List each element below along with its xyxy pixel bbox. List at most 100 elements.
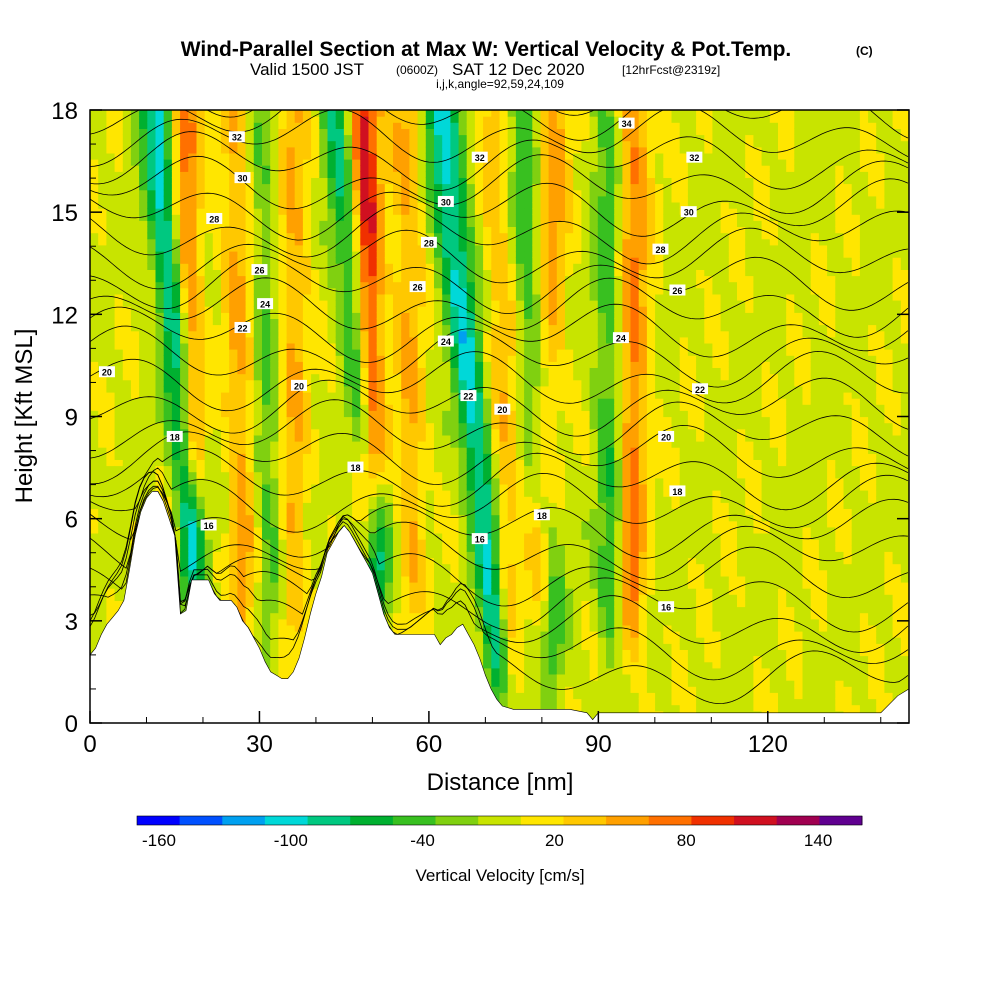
velocity-cell xyxy=(114,324,124,332)
velocity-cell xyxy=(327,324,337,332)
velocity-cell xyxy=(335,404,345,411)
velocity-cell xyxy=(237,612,247,620)
velocity-cell xyxy=(122,441,132,448)
velocity-cell xyxy=(286,545,296,552)
velocity-cell xyxy=(171,324,181,332)
velocity-cell xyxy=(204,159,214,166)
velocity-cell xyxy=(360,428,370,436)
velocity-cell xyxy=(376,140,386,148)
velocity-cell xyxy=(221,171,230,178)
velocity-cell xyxy=(327,226,337,234)
velocity-cell xyxy=(270,575,279,583)
velocity-cell xyxy=(286,392,296,399)
velocity-cell xyxy=(98,342,107,350)
velocity-cell xyxy=(90,533,99,540)
velocity-cell xyxy=(204,349,214,356)
velocity-cell xyxy=(253,465,263,473)
velocity-cell xyxy=(393,110,402,117)
velocity-cell xyxy=(376,569,386,577)
velocity-cell xyxy=(278,355,288,362)
velocity-cell xyxy=(458,232,468,240)
velocity-cell xyxy=(376,251,386,258)
velocity-cell xyxy=(130,202,140,209)
velocity-cell xyxy=(335,342,345,350)
velocity-cell xyxy=(319,520,329,528)
velocity-cell xyxy=(409,496,419,503)
velocity-cell xyxy=(147,226,157,234)
velocity-cell xyxy=(376,502,386,509)
velocity-cell xyxy=(376,404,386,411)
velocity-cell xyxy=(221,373,230,381)
velocity-cell xyxy=(90,251,99,258)
velocity-cell xyxy=(491,545,501,552)
velocity-cell xyxy=(155,300,165,307)
velocity-cell xyxy=(155,281,165,289)
velocity-cell xyxy=(466,508,476,516)
velocity-cell xyxy=(343,189,353,197)
velocity-cell xyxy=(319,214,329,221)
velocity-cell xyxy=(417,342,427,350)
velocity-cell xyxy=(212,385,222,393)
velocity-cell xyxy=(163,330,173,338)
velocity-cell xyxy=(286,459,296,467)
velocity-cell xyxy=(114,208,124,215)
velocity-cell xyxy=(155,398,165,405)
velocity-cell xyxy=(335,177,345,185)
velocity-cell xyxy=(319,453,329,460)
velocity-cell xyxy=(409,392,419,399)
velocity-cell xyxy=(425,496,435,503)
velocity-cell xyxy=(262,637,271,644)
velocity-cell xyxy=(130,244,140,252)
velocity-cell xyxy=(327,404,337,411)
velocity-cell xyxy=(253,404,263,411)
velocity-cell xyxy=(196,361,206,368)
velocity-cell xyxy=(311,110,320,117)
velocity-cell xyxy=(278,465,288,473)
velocity-cell xyxy=(294,293,304,301)
velocity-cell xyxy=(278,667,288,675)
velocity-cell xyxy=(98,146,107,154)
velocity-cell xyxy=(458,318,468,326)
velocity-cell xyxy=(147,177,157,185)
velocity-cell xyxy=(278,318,288,326)
velocity-cell xyxy=(204,171,214,178)
velocity-cell xyxy=(409,300,419,307)
velocity-cell xyxy=(262,349,271,356)
velocity-cell xyxy=(311,336,320,344)
velocity-cell xyxy=(302,416,312,424)
velocity-cell xyxy=(270,367,279,375)
velocity-cell xyxy=(229,251,238,258)
velocity-cell xyxy=(245,404,255,411)
velocity-cell xyxy=(384,404,394,411)
velocity-cell xyxy=(401,526,410,534)
velocity-cell xyxy=(147,128,157,136)
velocity-cell xyxy=(270,643,279,650)
velocity-cell xyxy=(417,361,427,368)
chart-subtitle-utc: (0600Z) xyxy=(396,63,438,77)
velocity-cell xyxy=(360,342,370,350)
velocity-cell xyxy=(155,385,165,393)
velocity-cell xyxy=(229,269,238,277)
velocity-cell xyxy=(171,195,181,203)
velocity-cell xyxy=(343,483,353,491)
velocity-cell xyxy=(302,146,312,154)
velocity-cell xyxy=(171,349,181,356)
velocity-cell xyxy=(278,140,288,148)
velocity-cell xyxy=(409,373,419,381)
velocity-cell xyxy=(368,526,378,534)
velocity-cell xyxy=(409,624,419,632)
velocity-cell xyxy=(188,269,198,277)
velocity-cell xyxy=(311,269,320,277)
velocity-cell xyxy=(417,324,427,332)
velocity-cell xyxy=(163,269,173,277)
velocity-cell xyxy=(434,226,443,234)
velocity-cell xyxy=(483,263,492,270)
velocity-cell xyxy=(221,128,230,136)
velocity-cell xyxy=(114,214,124,221)
velocity-cell xyxy=(90,171,99,178)
velocity-cell xyxy=(434,520,443,528)
velocity-cell xyxy=(417,398,427,405)
velocity-cell xyxy=(155,416,165,424)
velocity-cell xyxy=(98,514,107,522)
velocity-cell xyxy=(417,459,427,467)
